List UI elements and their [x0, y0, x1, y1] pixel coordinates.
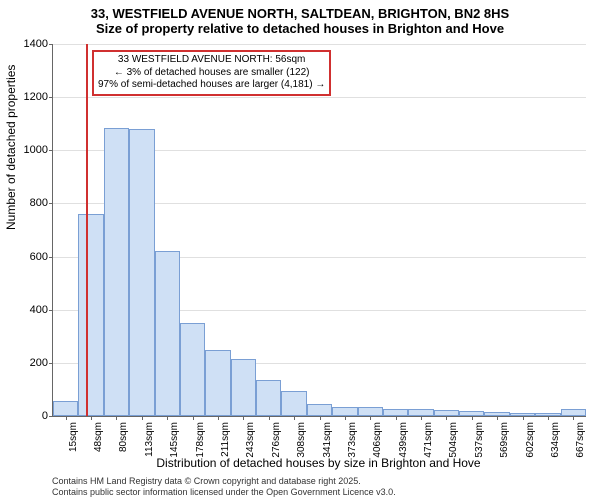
- annotation-line1: 33 WESTFIELD AVENUE NORTH: 56sqm: [98, 54, 325, 67]
- x-tick-label: 504sqm: [448, 422, 459, 458]
- y-tick-label: 200: [8, 357, 48, 369]
- x-tick-label: 145sqm: [169, 422, 180, 458]
- histogram-bar: [104, 128, 129, 416]
- histogram-bar: [408, 409, 433, 416]
- x-axis-label: Distribution of detached houses by size …: [52, 456, 585, 470]
- x-tick-label: 667sqm: [575, 422, 586, 458]
- histogram-bar: [561, 409, 586, 416]
- x-tick-label: 48sqm: [93, 422, 104, 452]
- x-tick-label: 80sqm: [118, 422, 129, 452]
- x-tick-label: 602sqm: [525, 422, 536, 458]
- histogram-bar: [383, 409, 408, 416]
- histogram-bar: [332, 407, 357, 416]
- x-tick-label: 569sqm: [499, 422, 510, 458]
- x-tick-label: 178sqm: [195, 422, 206, 458]
- x-tick-label: 15sqm: [68, 422, 79, 452]
- gridline: [53, 97, 586, 98]
- chart-container: 33, WESTFIELD AVENUE NORTH, SALTDEAN, BR…: [0, 0, 600, 500]
- annotation-line3: 97% of semi-detached houses are larger (…: [98, 79, 325, 92]
- x-tick-label: 243sqm: [245, 422, 256, 458]
- histogram-bar: [231, 359, 256, 416]
- chart-title-2: Size of property relative to detached ho…: [0, 21, 600, 36]
- annotation-line2: ← 3% of detached houses are smaller (122…: [98, 67, 325, 80]
- histogram-bar: [307, 404, 332, 416]
- footer-2: Contains public sector information licen…: [52, 487, 396, 497]
- x-tick-label: 341sqm: [322, 422, 333, 458]
- x-tick-label: 471sqm: [423, 422, 434, 458]
- x-tick-label: 276sqm: [271, 422, 282, 458]
- y-tick-label: 400: [8, 304, 48, 316]
- x-tick-label: 537sqm: [474, 422, 485, 458]
- y-tick-label: 800: [8, 197, 48, 209]
- gridline: [53, 44, 586, 45]
- histogram-bar: [78, 214, 103, 416]
- chart-title-1: 33, WESTFIELD AVENUE NORTH, SALTDEAN, BR…: [0, 0, 600, 21]
- y-tick-label: 1200: [8, 91, 48, 103]
- x-tick-label: 406sqm: [372, 422, 383, 458]
- x-tick-label: 439sqm: [398, 422, 409, 458]
- y-tick-label: 1000: [8, 144, 48, 156]
- histogram-bar: [281, 391, 306, 416]
- histogram-bar: [53, 401, 78, 416]
- x-tick-label: 373sqm: [347, 422, 358, 458]
- x-tick-label: 308sqm: [296, 422, 307, 458]
- marker-line: [86, 44, 88, 416]
- x-tick-label: 113sqm: [144, 422, 155, 457]
- histogram-bar: [129, 129, 154, 416]
- histogram-bar: [256, 380, 281, 416]
- histogram-bar: [155, 251, 180, 416]
- y-tick-label: 600: [8, 251, 48, 263]
- y-tick-label: 1400: [8, 38, 48, 50]
- histogram-bar: [180, 323, 205, 416]
- annotation-box: 33 WESTFIELD AVENUE NORTH: 56sqm ← 3% of…: [92, 50, 331, 96]
- footer-1: Contains HM Land Registry data © Crown c…: [52, 476, 361, 486]
- x-tick-label: 634sqm: [550, 422, 561, 458]
- plot-area: 33 WESTFIELD AVENUE NORTH: 56sqm ← 3% of…: [52, 44, 586, 417]
- x-tick-label: 211sqm: [220, 422, 231, 457]
- y-tick-label: 0: [8, 410, 48, 422]
- histogram-bar: [358, 407, 383, 416]
- histogram-bar: [205, 350, 230, 416]
